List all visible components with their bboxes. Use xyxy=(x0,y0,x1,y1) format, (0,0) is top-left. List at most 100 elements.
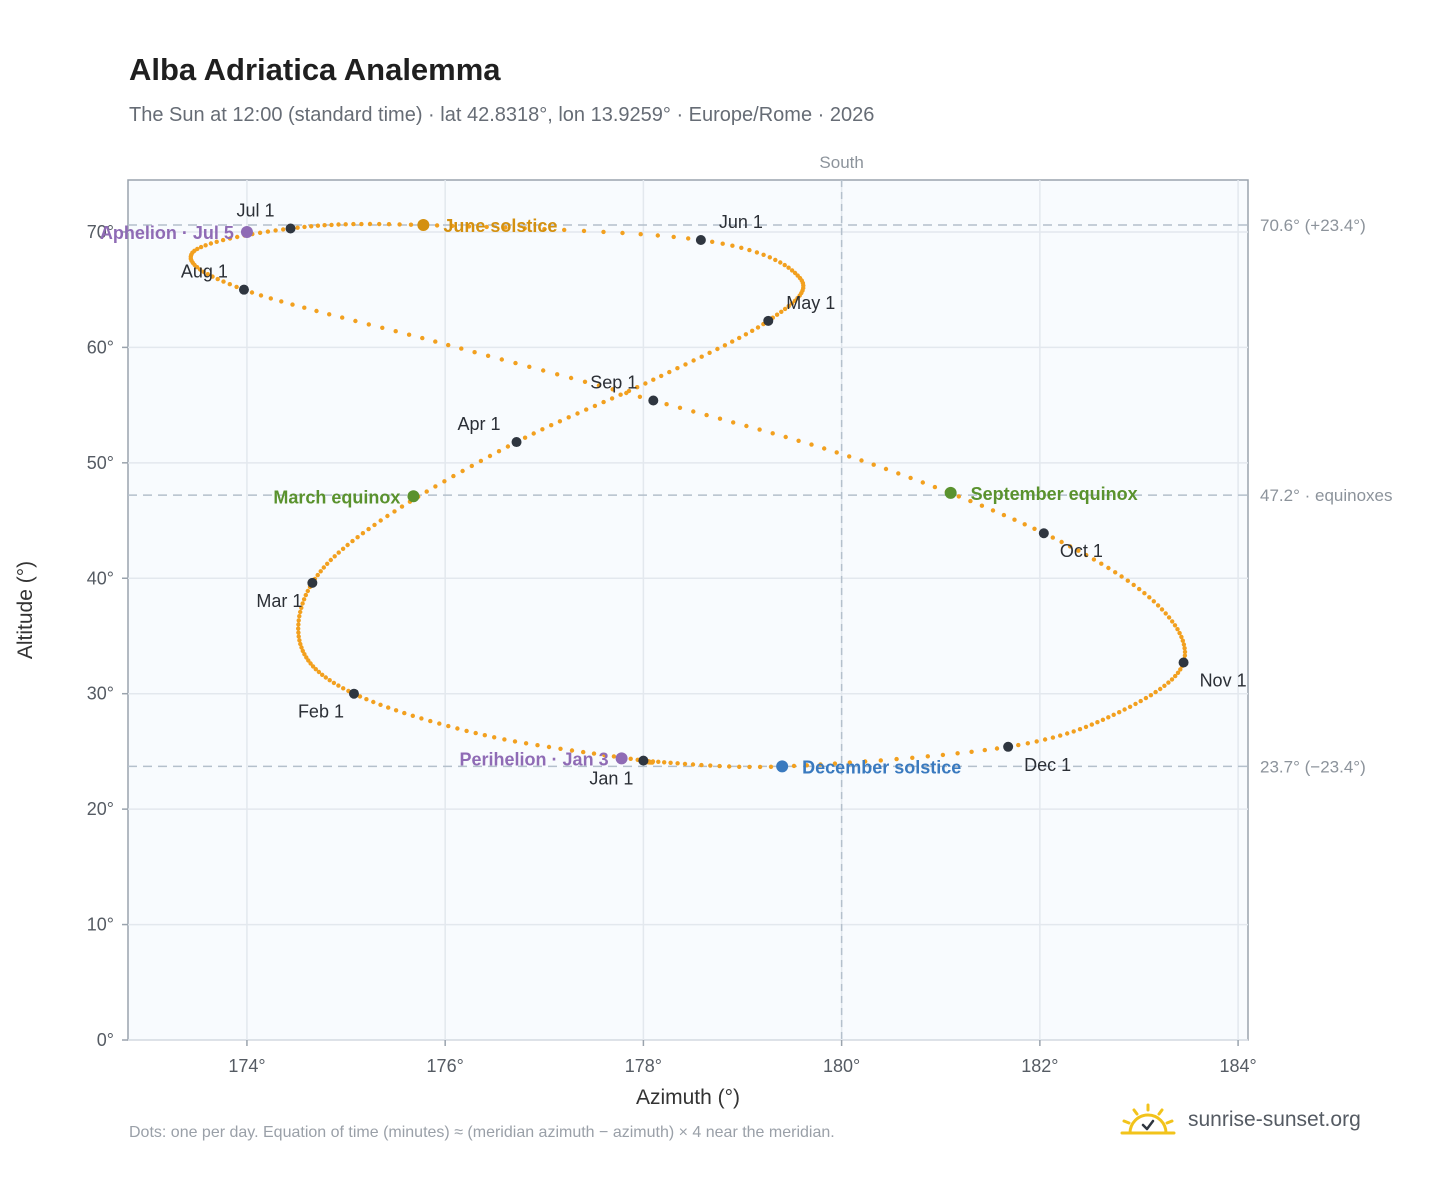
month-label: Jan 1 xyxy=(589,769,633,789)
daily-sun-dot xyxy=(968,498,973,504)
daily-sun-dot xyxy=(341,686,346,691)
brand[interactable]: sunrise-sunset.org xyxy=(1120,1103,1361,1137)
daily-sun-dot xyxy=(792,270,798,276)
reference-lines: South 70.6° (+23.4°) 47.2° · equinoxes 23.7… xyxy=(128,153,1393,1040)
daily-sun-dot xyxy=(464,728,469,734)
daily-sun-dot xyxy=(611,754,617,759)
daily-sun-dot xyxy=(1016,742,1021,748)
daily-sun-dot xyxy=(1050,535,1056,540)
daily-sun-dot xyxy=(581,228,587,234)
daily-sun-dot xyxy=(364,697,369,702)
x-tick-label: 182° xyxy=(1021,1056,1058,1076)
month-marker xyxy=(307,577,318,588)
daily-sun-dot xyxy=(955,751,960,756)
daily-sun-dot xyxy=(343,222,348,227)
month-label: Dec 1 xyxy=(1024,755,1071,775)
daily-sun-dot xyxy=(331,680,337,686)
daily-sun-dot xyxy=(386,222,392,227)
daily-sun-dot xyxy=(651,377,656,382)
daily-sun-dot xyxy=(1182,653,1188,658)
daily-sun-dot xyxy=(691,409,696,414)
daily-sun-dot xyxy=(668,760,673,765)
daily-sun-dot xyxy=(386,705,391,710)
daily-sun-dot xyxy=(655,233,660,238)
daily-sun-dot xyxy=(359,221,364,227)
daily-sun-dot xyxy=(601,229,606,235)
daily-sun-dot xyxy=(994,746,1000,751)
daily-sun-dot xyxy=(782,262,787,268)
daily-sun-dot xyxy=(1170,619,1175,624)
daily-sun-dot xyxy=(393,708,399,713)
event-label: March equinox xyxy=(273,487,400,507)
month-label: Apr 1 xyxy=(457,414,500,434)
daily-sun-dot xyxy=(459,346,464,351)
daily-sun-dot xyxy=(562,227,567,233)
daily-sun-dot xyxy=(555,372,560,377)
daily-sun-dot xyxy=(1067,544,1073,549)
daily-sun-dot xyxy=(227,236,233,241)
daily-sun-dot xyxy=(281,227,286,232)
month-marker xyxy=(648,395,659,406)
y-tick-label: 10° xyxy=(87,915,114,935)
daily-sun-dot xyxy=(320,672,325,677)
daily-sun-dot xyxy=(351,221,356,227)
daily-sun-dot xyxy=(542,226,547,232)
daily-sun-dot xyxy=(722,343,728,348)
daily-sun-dot xyxy=(482,733,487,738)
daily-sun-dot xyxy=(1084,552,1089,558)
daily-sun-dot xyxy=(896,471,901,476)
daily-sun-dot xyxy=(322,223,327,228)
y-tick-label: 20° xyxy=(87,799,114,819)
daily-sun-dot xyxy=(871,462,876,467)
daily-sun-dot xyxy=(727,764,732,769)
daily-sun-dot xyxy=(302,652,307,657)
daily-sun-dot xyxy=(522,226,527,231)
daily-sun-dot xyxy=(549,423,554,428)
daily-sun-dot xyxy=(1065,731,1070,736)
daily-sun-dot xyxy=(1106,565,1111,571)
daily-sun-dot xyxy=(1172,623,1178,628)
month-label: Jul 1 xyxy=(237,200,275,220)
chart-title: Alba Adriatica Analemma xyxy=(129,52,501,87)
daily-sun-dot xyxy=(208,241,214,246)
daily-sun-dot xyxy=(1099,561,1104,566)
daily-sun-dot xyxy=(1173,673,1178,679)
chart-subtitle: The Sun at 12:00 (standard time) · lat 4… xyxy=(129,104,875,126)
daily-sun-dot xyxy=(1095,720,1100,725)
daily-sun-dot xyxy=(969,749,974,754)
daily-sun-dot xyxy=(1113,570,1118,575)
daily-sun-dot xyxy=(220,237,226,243)
daily-sun-dot xyxy=(566,415,571,420)
y-tick-label: 70° xyxy=(87,222,114,242)
daily-sun-dot xyxy=(1071,729,1076,734)
daily-sun-dot xyxy=(1179,634,1184,640)
daily-sun-dot xyxy=(345,542,350,548)
daily-sun-dot xyxy=(340,315,345,320)
daily-sun-dot xyxy=(592,403,598,409)
daily-sun-dot xyxy=(779,309,784,314)
daily-sun-dot xyxy=(301,597,307,602)
daily-sun-dot xyxy=(671,234,676,240)
daily-sun-dot xyxy=(979,503,985,508)
daily-sun-dot xyxy=(434,223,440,228)
y-tick-label: 40° xyxy=(87,568,114,588)
daily-sun-dot xyxy=(205,272,210,277)
daily-sun-dot xyxy=(1025,741,1031,746)
daily-sun-dot xyxy=(804,763,809,768)
daily-sun-dot xyxy=(1034,739,1039,744)
daily-sun-dot xyxy=(1058,733,1063,738)
daily-sun-dot xyxy=(1076,548,1081,553)
x-tick-label: 178° xyxy=(625,1056,662,1076)
daily-sun-dot xyxy=(773,257,778,263)
daily-sun-dot xyxy=(295,225,300,230)
daily-sun-dot xyxy=(366,526,371,532)
daily-sun-dot xyxy=(399,504,405,509)
daily-sun-dot xyxy=(314,308,319,314)
daily-sun-dot xyxy=(743,332,749,337)
daily-sun-dot xyxy=(297,638,302,643)
daily-sun-dot xyxy=(299,645,304,650)
daily-sun-dot xyxy=(221,279,226,284)
south-label: South xyxy=(819,153,863,172)
daily-sun-dot xyxy=(1059,539,1064,545)
daily-sun-dot xyxy=(774,312,780,317)
